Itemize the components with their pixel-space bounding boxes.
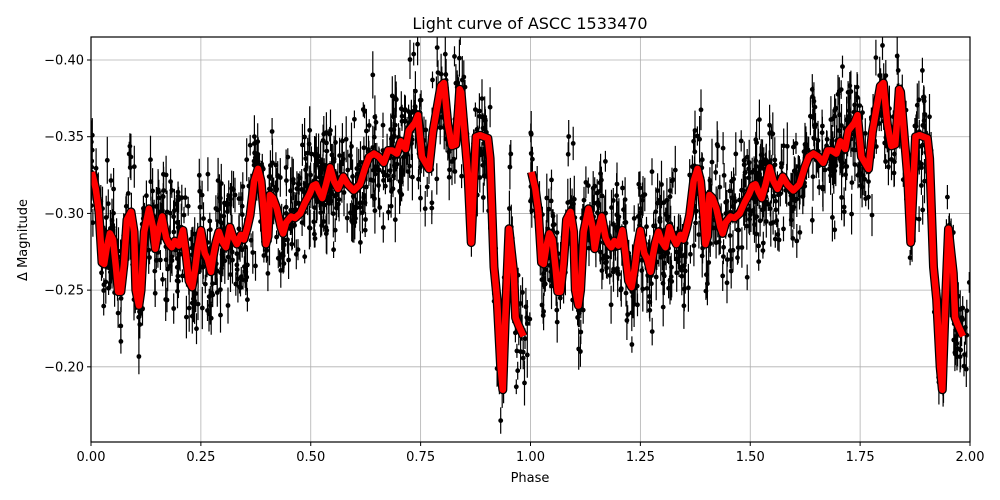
x-tick-label: 1.75 bbox=[846, 450, 875, 465]
chart-title: Light curve of ASCC 1533470 bbox=[412, 14, 647, 33]
x-tick-label: 2.00 bbox=[956, 450, 985, 465]
y-tick-label: −0.30 bbox=[44, 207, 84, 222]
y-tick-label: −0.40 bbox=[44, 54, 84, 69]
y-tick-label: −0.35 bbox=[44, 130, 84, 145]
x-tick-label: 1.50 bbox=[736, 450, 765, 465]
model-curve bbox=[91, 78, 968, 395]
x-tick-label: 0.50 bbox=[296, 450, 325, 465]
y-axis-label: Δ Magnitude bbox=[16, 199, 31, 281]
x-axis-ticks: 0.00 0.25 0.50 0.75 1.00 1.25 1.50 1.75 2.00 bbox=[77, 442, 985, 465]
y-axis-ticks: −0.40 −0.35 −0.30 −0.25 −0.20 bbox=[44, 54, 91, 375]
y-tick-label: −0.25 bbox=[44, 284, 84, 299]
x-tick-label: 0.25 bbox=[186, 450, 215, 465]
x-tick-label: 0.75 bbox=[406, 450, 435, 465]
y-tick-label: −0.20 bbox=[44, 360, 84, 375]
x-axis-label: Phase bbox=[511, 471, 550, 486]
x-tick-label: 1.00 bbox=[516, 450, 545, 465]
x-tick-label: 0.00 bbox=[77, 450, 106, 465]
x-tick-label: 1.25 bbox=[626, 450, 655, 465]
